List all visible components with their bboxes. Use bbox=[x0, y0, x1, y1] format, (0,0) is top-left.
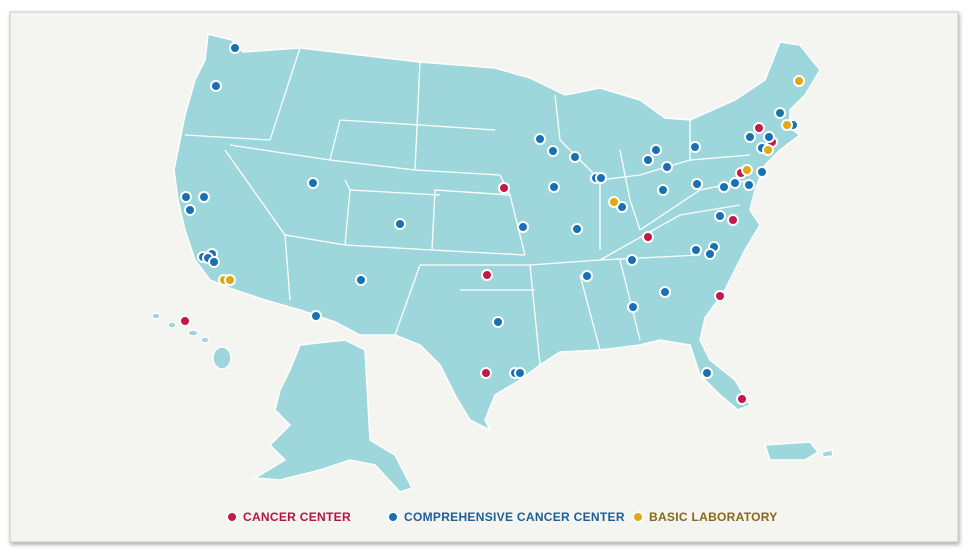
location-marker bbox=[480, 367, 492, 379]
location-marker bbox=[793, 75, 805, 87]
location-marker bbox=[741, 164, 753, 176]
location-marker bbox=[229, 42, 241, 54]
location-marker bbox=[581, 270, 593, 282]
legend-label: COMPREHENSIVE CANCER CENTER bbox=[404, 510, 625, 524]
location-marker bbox=[355, 274, 367, 286]
location-marker bbox=[642, 154, 654, 166]
location-marker bbox=[714, 210, 726, 222]
location-marker bbox=[517, 221, 529, 233]
location-marker bbox=[534, 133, 546, 145]
location-marker bbox=[481, 269, 493, 281]
location-marker bbox=[626, 254, 638, 266]
location-marker bbox=[727, 214, 739, 226]
legend-swatch bbox=[632, 511, 644, 523]
location-marker bbox=[224, 274, 236, 286]
legend-label: CANCER CENTER bbox=[243, 510, 351, 524]
location-marker bbox=[701, 367, 713, 379]
location-marker bbox=[179, 315, 191, 327]
location-marker bbox=[774, 107, 786, 119]
location-marker bbox=[690, 244, 702, 256]
state-borders bbox=[184, 47, 751, 366]
location-marker bbox=[763, 131, 775, 143]
location-marker bbox=[492, 316, 504, 328]
location-marker bbox=[210, 80, 222, 92]
location-marker bbox=[650, 144, 662, 156]
location-marker bbox=[547, 145, 559, 157]
location-marker bbox=[184, 204, 196, 216]
location-marker bbox=[569, 151, 581, 163]
legend-label: BASIC LABORATORY bbox=[649, 510, 778, 524]
location-marker bbox=[743, 179, 755, 191]
location-marker bbox=[736, 393, 748, 405]
location-marker bbox=[394, 218, 406, 230]
location-marker bbox=[627, 301, 639, 313]
location-marker bbox=[756, 166, 768, 178]
location-marker bbox=[310, 310, 322, 322]
location-marker bbox=[548, 181, 560, 193]
location-marker bbox=[753, 122, 765, 134]
location-marker bbox=[180, 191, 192, 203]
legend-swatch bbox=[226, 511, 238, 523]
location-marker bbox=[498, 182, 510, 194]
location-marker bbox=[595, 172, 607, 184]
location-marker bbox=[781, 119, 793, 131]
location-marker bbox=[744, 131, 756, 143]
markers bbox=[179, 42, 805, 405]
location-marker bbox=[704, 248, 716, 260]
location-marker bbox=[514, 367, 526, 379]
location-marker bbox=[718, 181, 730, 193]
location-marker bbox=[208, 256, 220, 268]
location-marker bbox=[657, 184, 669, 196]
location-marker bbox=[307, 177, 319, 189]
location-marker bbox=[762, 144, 774, 156]
location-marker bbox=[714, 290, 726, 302]
hawaii bbox=[151, 312, 232, 370]
location-marker bbox=[691, 178, 703, 190]
location-marker bbox=[571, 223, 583, 235]
location-marker bbox=[661, 161, 673, 173]
location-marker bbox=[689, 141, 701, 153]
puerto-rico bbox=[763, 441, 834, 461]
legend: CANCER CENTER COMPREHENSIVE CANCER CENTER… bbox=[226, 510, 778, 524]
location-marker bbox=[198, 191, 210, 203]
legend-swatch bbox=[387, 511, 399, 523]
location-marker bbox=[659, 286, 671, 298]
location-marker bbox=[729, 177, 741, 189]
location-marker bbox=[642, 231, 654, 243]
alaska bbox=[252, 339, 414, 493]
location-marker bbox=[608, 196, 620, 208]
us-map bbox=[151, 33, 834, 493]
